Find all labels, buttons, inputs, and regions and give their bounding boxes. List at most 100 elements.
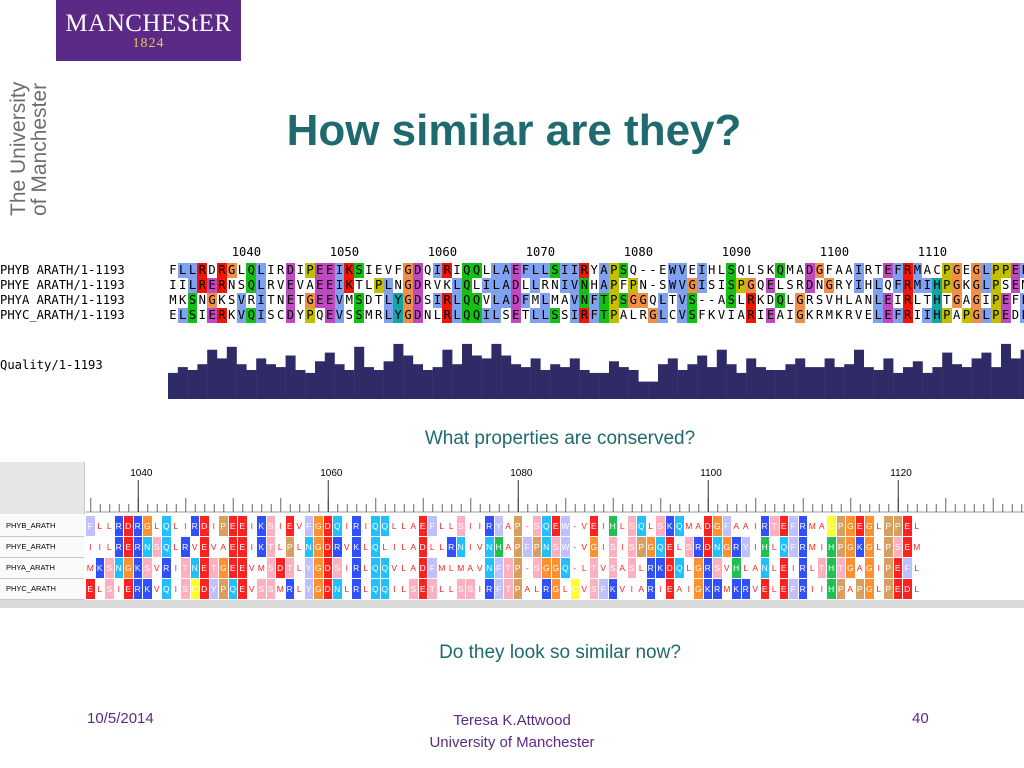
residue: F (589, 293, 600, 308)
clustal-residue: S (608, 537, 618, 557)
quality-bar (893, 372, 904, 399)
clustal-residue: L (152, 516, 162, 536)
clustal-residue: G (713, 516, 723, 536)
clustal-residue: N (190, 558, 200, 578)
clustal-residue: S (105, 558, 115, 578)
residue: L (873, 308, 884, 323)
quality-bar (187, 370, 198, 399)
residue: I (894, 293, 902, 307)
residue: Q (246, 308, 257, 323)
clustal-residue: N (713, 537, 723, 557)
quality-bar (491, 343, 502, 399)
clustal-residue: F (722, 516, 732, 536)
residue: V (482, 293, 491, 307)
clustal-residue: G (314, 537, 324, 557)
clustal-residue: S (333, 558, 343, 578)
clustal-residue: G (846, 516, 856, 536)
residue: T (267, 293, 275, 307)
residue: T (923, 293, 931, 307)
clustal-residue: G (865, 537, 875, 557)
clustal-residue: - (570, 537, 580, 557)
horizontal-scrollbar[interactable] (0, 600, 1024, 608)
logo-wordmark: MANCHEStER (65, 10, 232, 37)
residue: V (825, 293, 833, 307)
residue: L (452, 278, 462, 293)
residue: M (345, 293, 353, 307)
clustal-residue: Q (371, 558, 381, 578)
clustal-residue: P (532, 537, 542, 557)
quality-bar (599, 372, 610, 399)
residue: P (961, 308, 972, 323)
residue: R (864, 263, 873, 277)
residue: V (569, 293, 580, 308)
residue: L (177, 263, 188, 278)
clustal-residue: V (190, 537, 200, 557)
clustal-residue: Q (333, 516, 343, 536)
clustal-residue: D (200, 579, 210, 599)
clustal-residue: L (95, 579, 105, 599)
quality-bar (471, 355, 482, 399)
clustal-residue: I (475, 579, 485, 599)
clustal-residue: L (399, 537, 409, 557)
residue: S (815, 293, 824, 307)
clustal-residue: A (675, 579, 685, 599)
clustal-residue: R (190, 516, 200, 536)
clustal-residue: L (808, 558, 818, 578)
clustal-residue: R (485, 516, 495, 536)
residue: E (765, 308, 776, 323)
clustal-residue: V (152, 579, 162, 599)
clustal-residue: R (447, 537, 457, 557)
quality-bar (765, 370, 776, 399)
clustal-residue: E (228, 558, 238, 578)
residue: - (649, 263, 657, 277)
clustal-residue: A (732, 516, 742, 536)
clustal-residue: P (285, 537, 295, 557)
residue: L (177, 308, 188, 323)
residue: P (608, 263, 619, 278)
residue: Q (461, 263, 472, 278)
sequence-name: PHYA ARATH/1-1193 (0, 293, 125, 307)
residue: D (510, 293, 521, 308)
residue: S (187, 293, 198, 308)
quality-bar (501, 355, 512, 399)
residue: G (814, 263, 825, 278)
quality-bar (226, 346, 237, 399)
residue: Q (246, 263, 257, 278)
clustal-residue: I (656, 579, 666, 599)
residue: N (423, 308, 432, 322)
residue: L (913, 293, 922, 307)
clustal-residue: R (133, 537, 143, 557)
clustal-residue: S (589, 579, 599, 599)
clustal-residue: L (380, 537, 390, 557)
residue: R (902, 293, 913, 308)
residue: I (559, 278, 570, 293)
residue: H (932, 293, 942, 308)
clustal-residue: L (684, 558, 694, 578)
residue: K (179, 293, 187, 307)
residue: A (717, 293, 726, 307)
residue: D (1011, 308, 1020, 322)
clustal-residue: L (295, 579, 305, 599)
residue: N (639, 278, 647, 292)
clustal-residue: L (437, 579, 447, 599)
residue: R (746, 308, 756, 323)
residue: L (187, 263, 198, 278)
clustal-residue: G (551, 579, 561, 599)
residue: R (902, 263, 913, 278)
clustal-residue: L (580, 558, 590, 578)
residue: R (902, 308, 913, 323)
clustal-row-name: PHYB_ARATH (0, 516, 84, 537)
residue: A (835, 263, 843, 277)
residue: N (394, 278, 402, 292)
residue: N (579, 293, 590, 308)
residue: D (365, 293, 373, 307)
quality-bar (462, 343, 472, 399)
residue: L (540, 293, 551, 308)
quality-bar (354, 346, 365, 399)
residue: I (481, 278, 492, 293)
clustal-residue: Y (304, 579, 314, 599)
clustal-residue: T (285, 558, 295, 578)
clustal-residue: I (874, 558, 884, 578)
residue: E (962, 263, 971, 277)
